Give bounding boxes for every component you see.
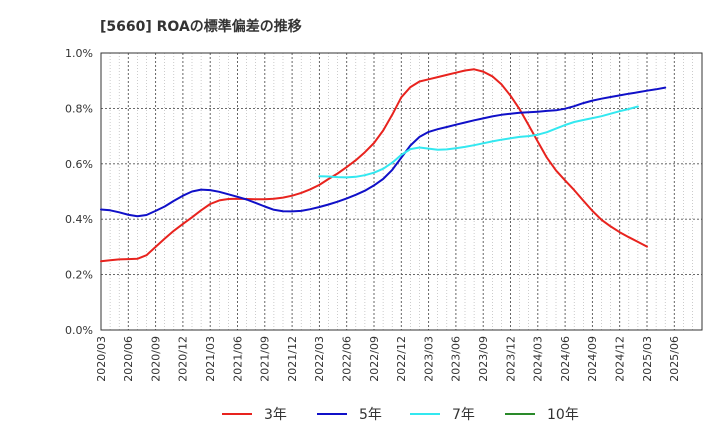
y-tick-label: 0.6% bbox=[65, 158, 93, 171]
x-tick-label: 2021/09 bbox=[259, 336, 272, 382]
series-layer bbox=[100, 68, 667, 263]
x-axis-ticks: 2020/03 2020/06 2020/09 2020/12 2021/03 2021/… bbox=[95, 336, 681, 382]
y-tick-label: 0.4% bbox=[65, 213, 93, 226]
x-tick-label: 2022/06 bbox=[341, 336, 354, 382]
y-axis-ticks: 0.0% 0.2% 0.4% 0.6% 0.8% 1.0% bbox=[65, 47, 93, 337]
x-tick-label: 2024/09 bbox=[586, 336, 599, 382]
legend-label-0: 3年 bbox=[264, 407, 287, 423]
legend-label-1: 5年 bbox=[359, 407, 382, 423]
x-tick-label: 2022/12 bbox=[395, 336, 408, 382]
x-tick-label: 2022/03 bbox=[313, 336, 326, 382]
plot-frame bbox=[100, 52, 703, 331]
legend-label-2: 7年 bbox=[452, 407, 475, 423]
x-tick-label: 2025/03 bbox=[641, 336, 654, 382]
legend: 3年 5年 7年 10年 bbox=[222, 407, 579, 423]
series-line-1 bbox=[100, 86, 667, 218]
x-tick-label: 2023/03 bbox=[422, 336, 435, 382]
x-tick-label: 2022/09 bbox=[368, 336, 381, 382]
legend-label-3: 10年 bbox=[547, 407, 579, 423]
y-tick-label: 0.2% bbox=[65, 269, 93, 282]
y-tick-label: 0.0% bbox=[65, 324, 93, 337]
series-line-0 bbox=[100, 68, 648, 263]
x-tick-label: 2020/03 bbox=[95, 336, 108, 382]
x-tick-label: 2023/06 bbox=[450, 336, 463, 382]
y-tick-label: 1.0% bbox=[65, 47, 93, 60]
x-tick-label: 2020/12 bbox=[177, 336, 190, 382]
x-tick-label: 2021/06 bbox=[231, 336, 244, 382]
chart-title: [5660] ROAの標準偏差の推移 bbox=[100, 18, 302, 35]
x-tick-label: 2021/03 bbox=[204, 336, 217, 382]
x-tick-label: 2020/09 bbox=[149, 336, 162, 382]
x-tick-label: 2024/12 bbox=[614, 336, 627, 382]
x-tick-label: 2023/12 bbox=[504, 336, 517, 382]
x-tick-label: 2023/09 bbox=[477, 336, 490, 382]
series-line-2 bbox=[318, 105, 639, 179]
y-tick-label: 0.8% bbox=[65, 102, 93, 115]
x-tick-label: 2024/06 bbox=[559, 336, 572, 382]
x-tick-label: 2020/06 bbox=[122, 336, 135, 382]
x-tick-label: 2025/06 bbox=[668, 336, 681, 382]
x-tick-label: 2021/12 bbox=[286, 336, 299, 382]
x-tick-label: 2024/03 bbox=[532, 336, 545, 382]
